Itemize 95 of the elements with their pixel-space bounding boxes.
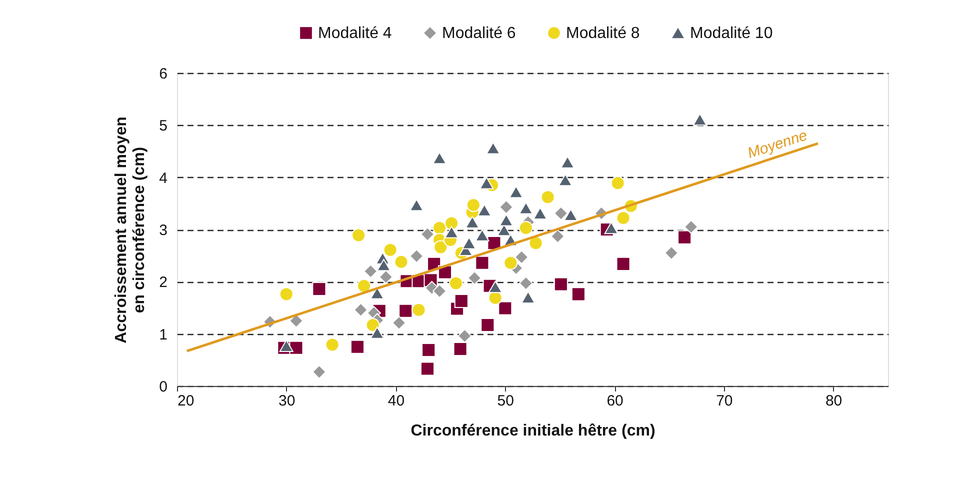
legend-label: Modalité 10 <box>690 25 773 42</box>
point <box>564 208 578 222</box>
point <box>468 270 482 286</box>
point <box>434 240 448 254</box>
point <box>518 202 533 214</box>
point <box>616 256 630 271</box>
point <box>394 254 408 269</box>
point <box>554 206 568 220</box>
point <box>398 304 413 318</box>
x-tick-label: 60 <box>606 392 624 410</box>
x-tick-label: 30 <box>278 392 296 410</box>
point <box>420 362 435 376</box>
point <box>444 216 459 230</box>
point <box>465 216 480 228</box>
point <box>376 258 391 272</box>
point <box>462 236 476 250</box>
point <box>453 342 468 356</box>
point <box>392 316 406 330</box>
point <box>533 207 548 220</box>
point <box>454 294 468 308</box>
point <box>312 364 326 379</box>
legend-label: Modalité 8 <box>566 25 640 42</box>
point <box>504 256 518 270</box>
x-tick-label: 40 <box>388 392 405 410</box>
point <box>366 318 380 332</box>
point <box>571 287 586 302</box>
y-tick-label: 1 <box>159 326 168 344</box>
point <box>279 340 294 352</box>
point <box>684 220 698 234</box>
point <box>498 301 512 316</box>
point <box>499 200 514 214</box>
x-tick-label: 50 <box>497 392 514 410</box>
point <box>422 342 436 358</box>
point <box>410 198 424 212</box>
point <box>509 186 524 198</box>
y-tick-label: 4 <box>159 170 168 187</box>
point <box>410 249 424 264</box>
point <box>370 326 384 339</box>
point <box>560 156 575 168</box>
point <box>604 222 618 234</box>
x-tick-label: 70 <box>716 392 733 410</box>
point <box>412 302 426 317</box>
y-axis-title: Accroissement annuel moyen en circonférence (cm) <box>113 116 148 344</box>
y-tick-label: 3 <box>159 222 168 239</box>
point <box>289 340 304 355</box>
point <box>378 270 393 284</box>
point <box>664 246 678 260</box>
point <box>480 318 495 332</box>
text: Moyenne <box>746 126 810 162</box>
point <box>312 282 326 296</box>
point <box>540 190 555 204</box>
point <box>383 242 398 257</box>
point <box>432 284 447 298</box>
legend-label: Modalité 6 <box>442 25 516 42</box>
point <box>477 204 492 216</box>
point <box>558 174 572 186</box>
point <box>480 176 494 190</box>
point <box>550 229 565 244</box>
point <box>448 276 463 290</box>
point <box>518 276 533 290</box>
y-tick-label: 2 <box>159 274 168 292</box>
point <box>420 227 435 242</box>
x-tick-label: 20 <box>178 392 194 410</box>
point <box>357 278 372 293</box>
point <box>692 113 707 126</box>
legend-label: Modalité 4 <box>318 25 392 42</box>
x-tick-label: 80 <box>825 392 842 410</box>
point <box>444 226 459 238</box>
point <box>432 152 447 164</box>
point <box>486 142 500 154</box>
point <box>350 340 365 354</box>
point <box>475 229 490 242</box>
point <box>325 338 340 352</box>
point <box>458 328 472 343</box>
point <box>352 228 366 242</box>
y-tick-label: 5 <box>159 118 168 135</box>
point <box>616 211 630 226</box>
point <box>554 277 568 292</box>
y-tick-label: 0 <box>159 378 168 396</box>
point <box>528 236 543 250</box>
point <box>279 287 294 302</box>
point <box>678 230 692 244</box>
point <box>521 291 536 304</box>
point <box>466 198 480 212</box>
point <box>610 176 625 190</box>
point <box>499 214 514 226</box>
point <box>354 302 368 317</box>
point <box>488 280 502 294</box>
point <box>518 220 533 235</box>
point <box>432 220 447 235</box>
x-axis-title: Circonférence initiale hêtre (cm) <box>410 422 656 440</box>
y-tick-label: 6 <box>159 66 168 82</box>
point <box>364 264 378 278</box>
point <box>514 250 529 264</box>
point <box>475 256 490 270</box>
